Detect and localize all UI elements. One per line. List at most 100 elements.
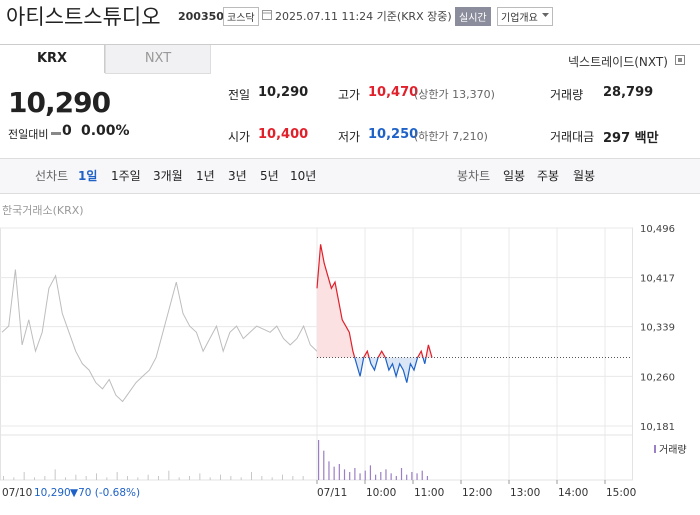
volume-bar	[209, 477, 211, 480]
volume-bar	[147, 474, 149, 480]
current-price: 10,290	[8, 86, 111, 119]
up-area	[317, 244, 432, 358]
stat-note: (하한가 7,210)	[414, 130, 488, 143]
volume-bar	[44, 476, 46, 480]
candle-option[interactable]: 주봉	[537, 169, 560, 183]
volume-bar	[85, 476, 87, 480]
volume-bar	[106, 477, 108, 480]
period-option[interactable]: 1주일	[111, 169, 141, 183]
stat-label: 전일	[228, 88, 251, 102]
period-option[interactable]: 10년	[290, 169, 317, 183]
stock-code: 200350	[178, 10, 224, 23]
volume-bar	[261, 476, 263, 480]
volume-bar	[318, 440, 320, 480]
tab-krx[interactable]: KRX	[0, 45, 105, 73]
volume-bar	[385, 469, 387, 480]
volume-bar	[416, 473, 418, 480]
volume-bar	[328, 461, 330, 480]
stat-label: 거래대금	[550, 130, 595, 144]
period-option[interactable]: 1일	[78, 169, 98, 183]
volume-bar	[271, 477, 273, 480]
volume-bar	[96, 473, 97, 480]
volume-bar	[178, 477, 180, 480]
volume-bar	[380, 472, 382, 480]
flat-icon	[51, 132, 61, 135]
y-tick-label: 10,496	[640, 224, 675, 235]
volume-bar	[158, 476, 159, 480]
stat-label: 거래량	[550, 88, 584, 102]
candle-option[interactable]: 월봉	[573, 169, 596, 183]
volume-bar	[65, 477, 66, 480]
x-tick-label: 14:00	[558, 487, 588, 499]
volume-bar	[302, 476, 304, 480]
x-tick-label: 12:00	[462, 487, 492, 499]
period-option[interactable]: 3개월	[153, 169, 183, 183]
volume-bar	[3, 476, 4, 480]
prev-change: ▼70 (-0.68%)	[70, 487, 140, 499]
period-option[interactable]: 1년	[196, 169, 215, 183]
dropdown-arrow	[541, 13, 549, 17]
company-info-text: 기업개요	[501, 13, 538, 24]
volume-bar	[75, 474, 77, 480]
volume-bar	[189, 476, 190, 480]
stat-value: 297 백만	[603, 131, 659, 146]
volume-bar	[349, 472, 351, 480]
period-option[interactable]: 5년	[260, 169, 279, 183]
volume-bar	[199, 473, 201, 480]
volume-bar	[127, 476, 128, 480]
volume-bar	[369, 465, 372, 480]
change-pct: 0.00%	[81, 123, 130, 139]
volume-legend-swatch	[654, 445, 656, 453]
stat-label: 저가	[338, 130, 361, 144]
y-tick-label: 10,181	[640, 422, 675, 433]
volume-bar	[426, 476, 429, 480]
company-info-button[interactable]: 기업개요	[497, 7, 553, 26]
x-tick-label: 10:00	[366, 487, 396, 499]
volume-bar	[251, 472, 252, 480]
stat-label: 시가	[228, 130, 251, 144]
volume-bar	[390, 473, 392, 480]
volume-bar	[375, 474, 377, 480]
volume-bar	[168, 470, 170, 480]
volume-bar	[240, 477, 242, 480]
line-chart-label: 선차트	[35, 169, 69, 183]
stat-value: 28,799	[603, 85, 654, 100]
x-tick-label: 15:00	[606, 487, 636, 499]
nxt-link[interactable]: 넥스트레이드(NXT)	[568, 55, 668, 69]
candle-chart-label: 봉차트	[457, 169, 491, 183]
volume-bar	[338, 464, 340, 480]
y-tick-label: 10,260	[640, 372, 675, 383]
stat-label: 고가	[338, 88, 361, 102]
change-label: 전일대비	[8, 128, 49, 141]
volume-bar	[220, 474, 221, 480]
link-icon	[675, 55, 685, 65]
prev-day-line	[1, 269, 318, 403]
tab-nxt[interactable]: NXT	[105, 45, 211, 74]
x-tick-label: 13:00	[510, 487, 540, 499]
up-line	[316, 244, 433, 358]
volume-bar	[395, 476, 397, 480]
volume-bar	[292, 476, 294, 480]
volume-bar	[282, 474, 283, 480]
stat-value: 10,250	[368, 127, 419, 142]
stat-note: (상한가 13,370)	[414, 88, 495, 101]
volume-bar	[364, 470, 366, 480]
source-label: 한국거래소(KRX)	[2, 204, 84, 217]
volume-bar	[116, 472, 118, 480]
realtime-badge: 실시간	[455, 7, 491, 26]
volume-bar	[230, 476, 232, 480]
calendar-icon	[262, 10, 272, 20]
stock-name: 아티스트스튜디오	[6, 5, 161, 29]
volume-bar	[137, 477, 139, 480]
prev-price: 10,290	[34, 487, 71, 499]
price-chart: 10,181 10,260 10,339 10,417 10,496 07/11 10:00…	[0, 224, 687, 499]
y-tick-label: 10,417	[640, 274, 675, 285]
candle-option[interactable]: 일봉	[503, 169, 526, 183]
volume-legend-label: 거래량	[659, 444, 687, 456]
period-option[interactable]: 3년	[228, 169, 247, 183]
divider	[0, 44, 700, 45]
volume-bar	[323, 450, 325, 480]
y-tick-label: 10,339	[640, 323, 675, 334]
volume-bar	[343, 469, 346, 480]
volume-bar	[333, 466, 335, 480]
